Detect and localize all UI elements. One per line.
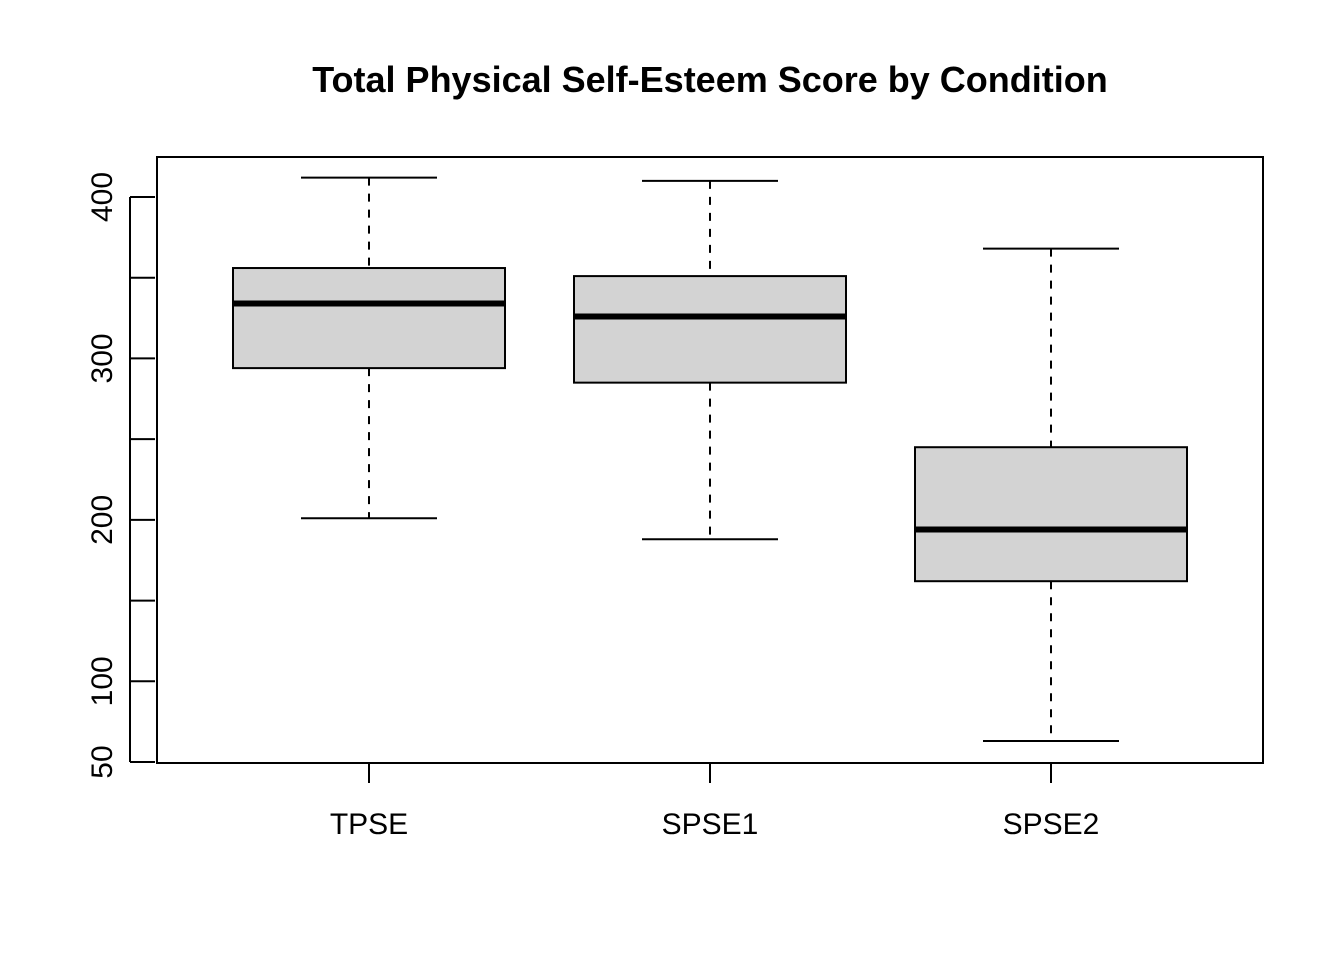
y-tick-label: 50 <box>86 745 119 778</box>
x-tick-label: SPSE1 <box>662 808 759 841</box>
plot-area: 50 100 200 300 400 TPSE SPSE1 SPSE2 <box>86 156 1264 841</box>
iqr-box <box>914 446 1188 583</box>
y-tick-label: 400 <box>86 172 119 222</box>
iqr-box <box>232 267 506 370</box>
y-tick-label: 200 <box>86 495 119 545</box>
x-tick-label: SPSE2 <box>1003 808 1100 841</box>
x-tick-label: TPSE <box>330 808 408 841</box>
y-tick-label: 300 <box>86 333 119 383</box>
y-tick-label: 100 <box>86 656 119 706</box>
iqr-box <box>573 275 847 384</box>
chart-title: Total Physical Self-Esteem Score by Cond… <box>312 59 1108 100</box>
